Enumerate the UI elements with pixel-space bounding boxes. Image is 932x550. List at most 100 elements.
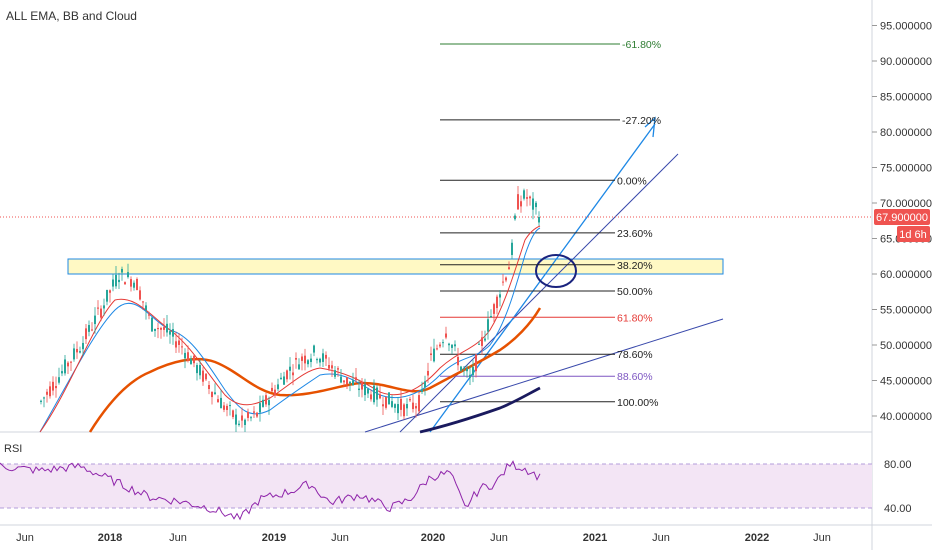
candle-body (61, 371, 63, 374)
candle-body (517, 194, 519, 210)
candle-body (85, 328, 87, 340)
rsi-line (0, 460, 541, 521)
time-axis[interactable]: Jun 2018 Jun 2019 Jun 2020 Jun 2021 Jun 2022 Jun (16, 532, 831, 544)
candle-body (94, 315, 96, 325)
time-axis-label: Jun (16, 532, 34, 544)
time-axis-label: 2022 (745, 532, 769, 544)
candle-body (193, 355, 195, 364)
price-tick-label: 70.000000 (880, 198, 932, 210)
candle-body (121, 268, 123, 273)
ema-short-line (39, 225, 541, 433)
candle-body (151, 317, 153, 332)
candle-body (91, 329, 93, 331)
candle-body (484, 338, 486, 341)
candle-body (160, 327, 162, 330)
rsi-band (0, 464, 872, 508)
candle-body (247, 411, 249, 418)
time-axis-label: Jun (331, 532, 349, 544)
price-axis[interactable]: 95.000000 90.000000 85.000000 80.000000 75.0… (872, 21, 932, 424)
candle-body (376, 387, 378, 400)
candle-body (202, 370, 204, 382)
fib-level-label: -27.20% (622, 115, 661, 127)
time-axis-label: Jun (169, 532, 187, 544)
fib-level-label: -61.80% (622, 39, 661, 51)
candle-body (400, 398, 402, 410)
candle-body (148, 314, 150, 316)
candle-body (346, 377, 348, 385)
candle-body (433, 348, 435, 362)
trendline-lower[interactable] (364, 318, 724, 433)
candle-body (328, 365, 330, 369)
candle-body (79, 351, 81, 353)
candle-body (82, 342, 84, 350)
candle-body (238, 423, 240, 426)
resistance-zone[interactable] (67, 258, 724, 275)
rsi-axis[interactable]: 80.00 40.00 (884, 459, 912, 515)
candle-body (361, 381, 363, 390)
time-axis-label: Jun (652, 532, 670, 544)
fib-level-label: 23.60% (617, 228, 653, 240)
candle-body (49, 386, 51, 397)
candle-body (229, 405, 231, 407)
candle-body (427, 370, 429, 376)
candle-body (235, 414, 237, 425)
projection-arrow-line[interactable] (429, 123, 656, 433)
candle-body (103, 305, 105, 309)
fib-level-label: 0.00% (617, 175, 647, 187)
highlight-ellipse[interactable] (535, 254, 577, 288)
candle-body (523, 190, 525, 199)
candle-body (490, 315, 492, 318)
candle-body (421, 389, 423, 392)
candle-body (88, 325, 90, 332)
candle-body (334, 370, 336, 377)
candle-body (343, 380, 345, 383)
candle-body (199, 365, 201, 376)
candle-body (196, 365, 198, 374)
candle-body (232, 410, 234, 418)
candle-body (145, 305, 147, 311)
candle-body (73, 348, 75, 360)
candle-body (502, 281, 504, 283)
candle-body (505, 277, 507, 281)
candle-body (499, 294, 501, 298)
candle-body (460, 366, 462, 371)
candle-body (271, 387, 273, 392)
fib-retracement[interactable]: -61.80% -27.20% 0.00% 23.60% 38.20% 50.00% 61.… (440, 39, 661, 409)
candle-body (331, 365, 333, 369)
candle-body (178, 340, 180, 345)
candle-body (442, 342, 444, 344)
candle-body (184, 352, 186, 359)
bb-basis-line (39, 227, 541, 433)
candle-body (325, 354, 327, 359)
rsi-tick-label: 40.00 (884, 503, 912, 515)
candle-body (514, 215, 516, 220)
ema-300-line (419, 386, 541, 434)
candle-body (289, 366, 291, 371)
candle-body (250, 417, 252, 419)
candle-body (142, 301, 144, 303)
candle-body (181, 346, 183, 348)
candle-body (130, 279, 132, 287)
candle-body (466, 368, 468, 372)
ema-lines (39, 225, 542, 434)
candle-body (364, 384, 366, 396)
rsi-label[interactable]: RSI (4, 443, 22, 455)
countdown-badge (897, 226, 930, 242)
candle-body (313, 345, 315, 353)
candle-body (532, 198, 534, 210)
candle-body (478, 343, 480, 345)
candle-body (382, 404, 384, 407)
candle-body (298, 364, 300, 370)
trendline-upper[interactable] (399, 153, 679, 433)
fib-level-label: 38.20% (617, 260, 653, 272)
candle-body (535, 202, 537, 208)
candle-body (58, 377, 60, 383)
candle-body (352, 380, 354, 386)
candle-body (415, 406, 417, 409)
candle-body (220, 397, 222, 409)
candle-body (280, 377, 282, 380)
study-title[interactable]: ALL EMA, BB and Cloud (6, 9, 137, 23)
candle-body (214, 392, 216, 395)
